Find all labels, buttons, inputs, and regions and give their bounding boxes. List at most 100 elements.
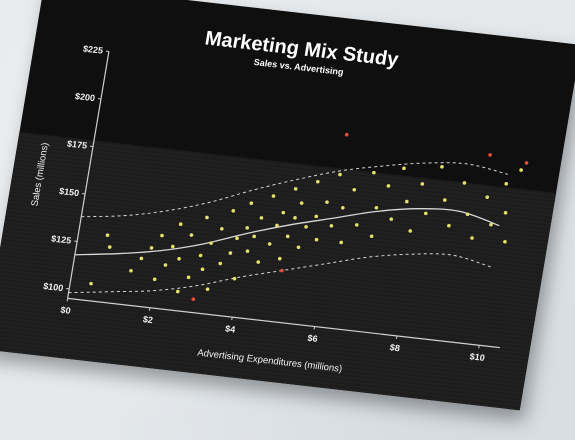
data-point [423,211,428,216]
data-point [296,245,301,250]
data-point [152,277,157,282]
outlier-point [488,153,492,157]
data-point [369,234,374,239]
data-point [205,287,210,291]
data-point [404,199,409,204]
data-point [139,256,144,261]
data-point [129,268,133,273]
x-tick-label: $0 [60,305,72,316]
x-tick-label: $8 [389,342,401,353]
data-point [163,263,168,267]
data-point [252,234,256,239]
data-point [177,257,181,261]
data-point [107,245,112,249]
data-point [465,212,470,217]
data-point [485,195,490,199]
y-axis-line [66,51,110,299]
x-axis-line [67,297,500,349]
y-axis-label: Sales (millions) [29,142,51,207]
data-point [256,260,261,264]
data-point [259,216,264,220]
data-point [149,246,154,250]
data-point [504,182,509,186]
data-point [232,276,237,281]
data-point [160,233,164,238]
data-point [271,194,276,198]
data-point [285,234,290,239]
y-tick-label: $150 [58,186,80,198]
data-point [354,223,359,227]
data-point [440,165,444,169]
upper-band-line [81,162,508,218]
x-tick-label: $4 [224,323,236,334]
data-points [89,132,529,301]
axes [66,50,500,349]
data-point [519,168,523,172]
data-point [205,215,209,220]
data-point [228,251,233,255]
data-point [447,223,451,228]
data-point [200,267,205,272]
data-point [503,211,508,215]
data-point [420,182,425,186]
data-point [170,244,175,249]
data-point [231,209,236,213]
data-point [503,239,507,244]
data-point [372,170,376,175]
lower-band-line [68,253,493,294]
data-point [489,222,493,227]
data-point [442,198,447,202]
data-point [198,253,203,258]
y-tick-label: $175 [66,139,88,151]
data-point [89,281,93,286]
data-point [470,236,474,240]
data-point [249,201,254,205]
data-point [175,289,180,294]
data-point [178,222,183,226]
y-tick-label: $125 [50,234,72,246]
y-tick-label: $100 [43,281,65,293]
data-point [293,216,297,220]
data-point [304,225,308,229]
data-point [105,233,110,237]
data-point [314,237,319,242]
x-axis-label: Advertising Expenditures (millions) [196,347,343,374]
x-tick-label: $2 [142,314,154,325]
y-tick-label: $200 [74,91,96,103]
scatter-chart: Marketing Mix Study Sales vs. Advertisin… [29,27,529,375]
outlier-point [524,161,529,165]
x-tick-label: $10 [469,351,486,363]
data-point [293,187,298,191]
data-point [245,249,250,253]
tick-labels: $100 $125 $150 $175 $200 $225 $0 $2 $4 $6 $8 $10 [43,44,486,363]
data-point [408,229,413,233]
data-point [235,236,239,241]
data-point [389,217,394,221]
data-point [281,210,286,215]
data-point [338,172,342,177]
x-tick-label: $6 [307,333,319,344]
data-point [352,187,357,192]
chart-photo: Marketing Mix Study Sales vs. Advertisin… [0,0,575,411]
data-point [275,223,279,228]
data-point [316,179,320,184]
data-point [339,240,344,245]
outlier-point [344,132,349,137]
data-point [189,233,194,237]
data-point [374,205,379,210]
data-point [218,261,223,266]
data-point [329,224,334,228]
data-point [462,181,467,185]
data-point [341,206,345,210]
y-tick-label: $225 [82,44,104,56]
data-point [314,214,319,219]
data-point [267,242,272,246]
data-point [277,256,282,261]
confidence-bands [68,162,508,294]
data-point [325,200,329,204]
outlier-point [191,297,196,301]
data-point [402,166,406,171]
data-point [245,226,249,230]
data-point [186,275,191,280]
data-point [386,184,391,188]
